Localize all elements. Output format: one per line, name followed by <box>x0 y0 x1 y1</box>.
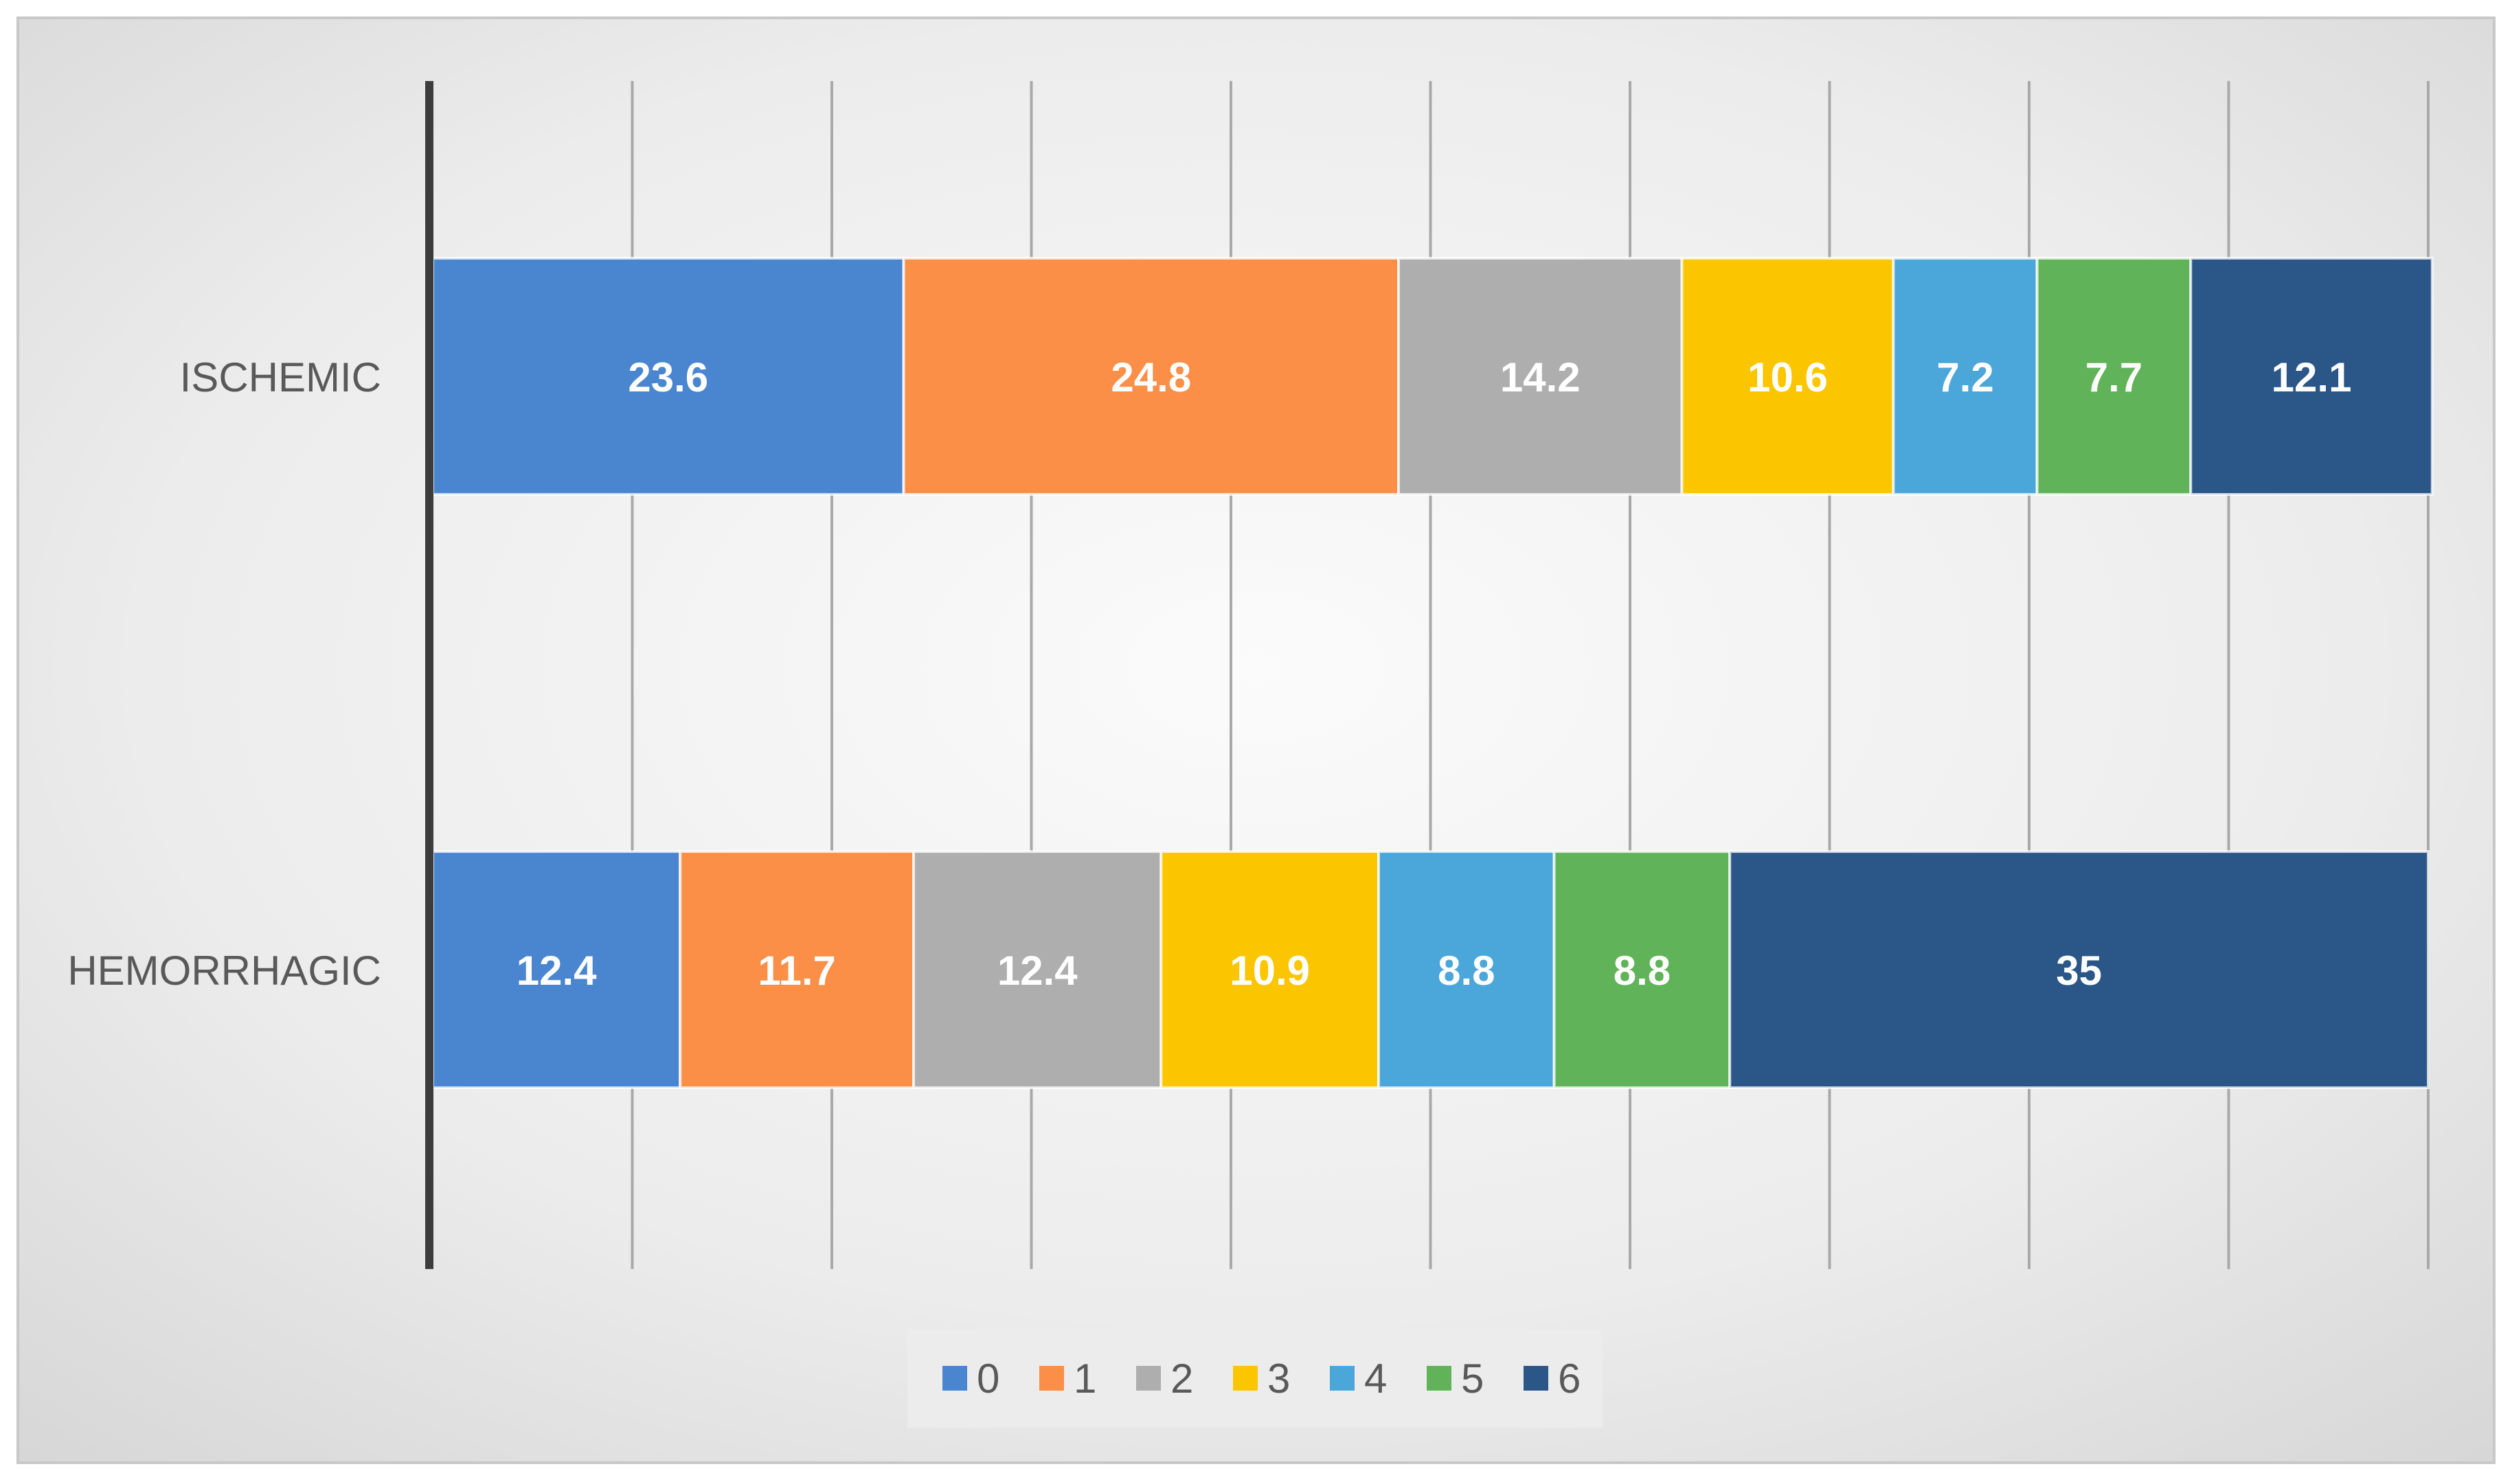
legend-label: 0 <box>977 1356 999 1402</box>
bar-segment <box>912 850 1163 1089</box>
bar-segment <box>1680 257 1895 496</box>
data-label: 24.8 <box>1111 354 1191 400</box>
data-label: 8.8 <box>1614 948 1671 994</box>
data-label: 23.6 <box>628 354 708 400</box>
legend-swatch <box>1330 1366 1355 1391</box>
bar-segment <box>2189 257 2434 496</box>
bars <box>431 257 2434 1089</box>
category-label: HEMORRHAGIC <box>67 948 381 994</box>
legend-swatch <box>942 1366 967 1391</box>
data-labels: 23.6 24.8 14.2 10.6 7.2 7.7 12.1 12.4 11.7 12.4 10… <box>517 354 2352 994</box>
bar-segment <box>1892 257 2039 496</box>
bar-segment <box>1728 850 2430 1089</box>
legend-swatch <box>1136 1366 1161 1391</box>
data-label: 10.9 <box>1230 948 1310 994</box>
chart-background <box>16 16 2496 1464</box>
data-label: 7.2 <box>1936 354 1993 400</box>
bar-segment <box>679 850 916 1089</box>
category-labels: ISCHEMIC HEMORRHAGIC <box>67 354 381 994</box>
bar-segment <box>2035 257 2193 496</box>
legend-label: 6 <box>1558 1356 1581 1402</box>
data-label: 12.4 <box>517 948 597 994</box>
bar-segment <box>1397 257 1684 496</box>
data-label: 11.7 <box>758 948 835 994</box>
bar-segment <box>902 257 1401 496</box>
data-label: 7.7 <box>2085 354 2142 400</box>
legend-label: 2 <box>1170 1356 1193 1402</box>
legend-swatch <box>1427 1366 1451 1391</box>
legend-label: 1 <box>1074 1356 1096 1402</box>
legend: 0 1 2 3 4 5 6 <box>907 1329 1603 1428</box>
legend-swatch <box>1039 1366 1064 1391</box>
legend-label: 3 <box>1267 1356 1290 1402</box>
data-label: 14.2 <box>1500 354 1581 400</box>
bar-segment <box>1377 850 1556 1089</box>
legend-label: 5 <box>1461 1356 1484 1402</box>
data-label: 12.4 <box>997 948 1078 994</box>
bar-segment <box>1159 850 1380 1089</box>
data-label: 12.1 <box>2272 354 2352 400</box>
legend-label: 4 <box>1364 1356 1387 1402</box>
legend-swatch <box>1233 1366 1258 1391</box>
bar-segment <box>1552 850 1732 1089</box>
data-label: 35 <box>2056 948 2102 994</box>
data-label: 8.8 <box>1438 948 1495 994</box>
category-label: ISCHEMIC <box>180 354 381 400</box>
bar-segment <box>431 850 682 1089</box>
data-label: 10.6 <box>1747 354 1828 400</box>
legend-swatch <box>1524 1366 1548 1391</box>
